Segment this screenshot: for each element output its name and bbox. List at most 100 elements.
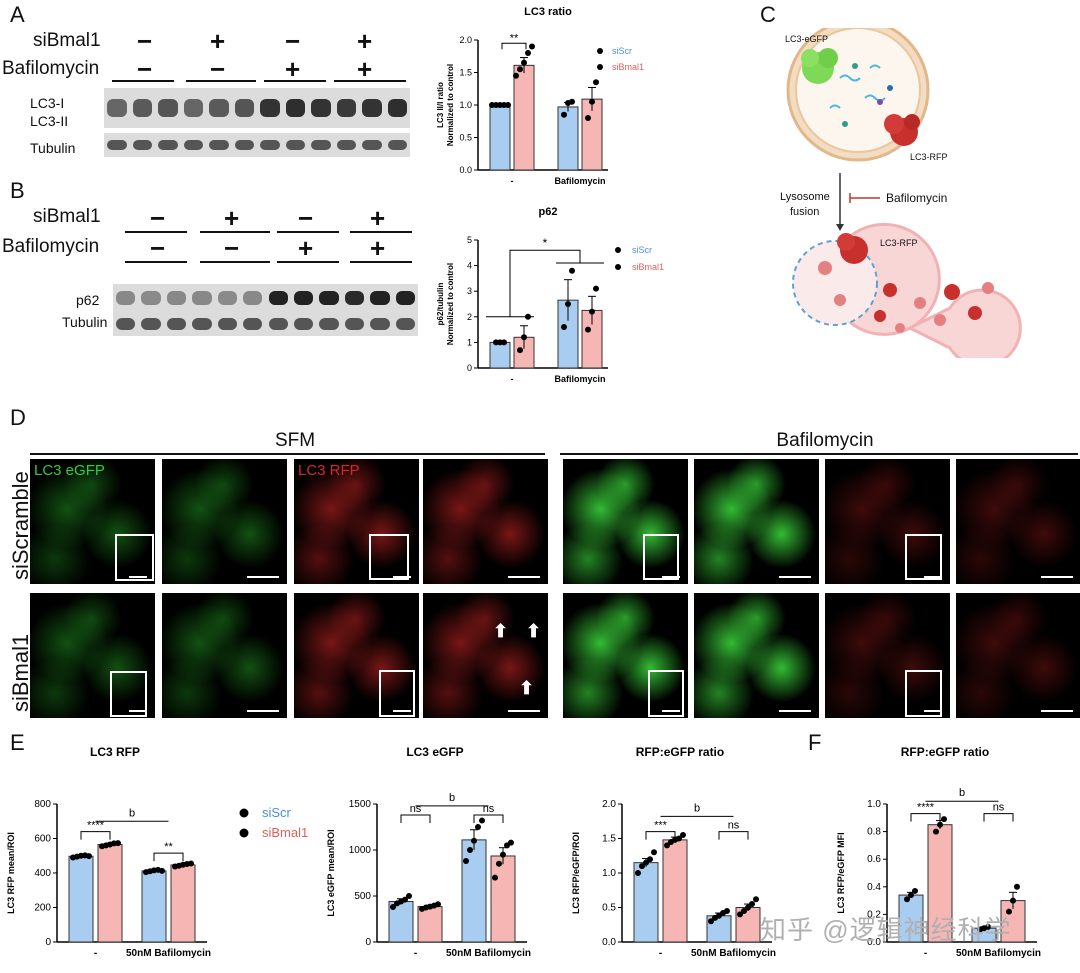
significance-label: **** — [87, 820, 105, 832]
autophagy-diagram: LC3-eGFP LC3-RFP Lysosome fusion Bafilom… — [780, 28, 1022, 358]
bar — [513, 64, 535, 171]
band — [268, 291, 288, 305]
y-tick-label: 800 — [34, 799, 51, 810]
blot-tubulin-a — [104, 133, 410, 157]
data-point — [115, 840, 121, 847]
fusion-label: fusion — [790, 206, 819, 218]
diagram-bafilomycin-label: Bafilomycin — [886, 191, 947, 205]
lc3-egfp-label: LC3-eGFP — [785, 34, 828, 44]
y-tick-label: 0.5 — [602, 903, 616, 914]
sign-baf-4: + — [357, 54, 373, 84]
band — [285, 99, 305, 117]
y-axis-label: LC3 RFP mean/ROI — [6, 832, 16, 914]
band — [166, 318, 187, 330]
arrow-up-icon: ⬆ — [493, 621, 509, 641]
significance-label: **** — [917, 802, 935, 814]
lc3-egfp-blob-icon — [801, 48, 838, 84]
x-tick-label: - — [414, 948, 417, 959]
y-tick-label: 0.8 — [867, 827, 881, 838]
chart-title: RFP:eGFP ratio — [636, 745, 724, 759]
micrograph-tile — [563, 459, 688, 584]
data-point — [402, 896, 408, 903]
data-point — [475, 824, 481, 830]
y-tick-label: 0.5 — [459, 133, 472, 143]
x-tick-label: - — [659, 948, 662, 959]
lc3-rfp-label-top: LC3-RFP — [910, 152, 948, 162]
data-point — [569, 267, 575, 274]
sibmal1-label-a: siBmal1 — [33, 30, 101, 51]
panel-label-d: D — [10, 405, 26, 430]
data-point — [517, 347, 523, 354]
data-point — [501, 339, 507, 346]
y-axis-label: LC3 eGFP mean/ROI — [326, 829, 336, 916]
scale-bar — [662, 576, 680, 578]
band — [311, 140, 331, 150]
bar — [557, 106, 579, 171]
micrograph-tile — [694, 459, 819, 584]
blot-lc3 — [104, 88, 410, 128]
band — [387, 140, 407, 150]
x-tick-label: 50nM Bafilomycin — [691, 948, 776, 959]
data-point — [651, 849, 657, 856]
bafilomycin-label-b: Bafilomycin — [2, 236, 100, 257]
scale-bar — [924, 576, 942, 578]
micrograph-tile — [30, 593, 155, 718]
label-lc3-egfp: LC3 eGFP — [34, 462, 105, 479]
data-point — [492, 874, 498, 881]
legend-siscr: siScr — [632, 245, 652, 255]
band-label-tubulin-a: Tubulin — [30, 140, 76, 156]
scale-bar — [247, 576, 279, 578]
chart-rfp-egfp-mfi: RFP:eGFP ratio 0.0 0.2 0.4 0.6 0.8 1.0 LC3 RFP/… — [836, 745, 1041, 959]
sign-baf-1: − — [137, 54, 153, 84]
watermark: 知乎 @逻辑神经科学 — [760, 915, 1012, 945]
chart-lc3-egfp: LC3 eGFP 0 500 1000 1500 LC3 eGFP mean/ROI - 50… — [326, 745, 531, 959]
data-point — [647, 856, 653, 863]
data-point — [188, 860, 194, 867]
band — [260, 99, 280, 117]
scale-bar — [129, 576, 147, 578]
significance-label: * — [543, 236, 548, 250]
blot-tubulin-b — [113, 312, 418, 336]
sign-b-sibmal1-4: + — [370, 203, 386, 233]
sign-b-sibmal1-3: − — [298, 203, 314, 233]
band — [260, 140, 280, 150]
micrograph-tile — [956, 459, 1080, 584]
y-tick-label: 2.0 — [459, 35, 472, 45]
chart-lc3-ratio: LC3 ratio 0.0 0.5 1.0 1.5 2.0 LC3 II/I ratioNo… — [436, 6, 644, 186]
data-point — [585, 326, 591, 333]
sign-b-baf-4: + — [370, 233, 386, 263]
data-point — [561, 324, 567, 331]
data-point — [749, 901, 755, 908]
data-point — [589, 308, 595, 315]
data-point — [159, 867, 165, 874]
band — [387, 99, 407, 117]
band — [183, 140, 203, 150]
sibmal1-label-b: siBmal1 — [33, 206, 101, 227]
blot-p62 — [113, 284, 418, 312]
micrograph-tile — [825, 459, 950, 584]
sign-sibmal1-2: + — [210, 26, 226, 56]
data-point — [941, 816, 947, 823]
y-tick-label: 5 — [467, 235, 472, 245]
chart-lc3-rfp: LC3 RFP 0 200 400 600 800 LC3 RFP mean/ROI - 50n… — [6, 745, 211, 959]
band — [243, 318, 263, 330]
sign-baf-3: + — [285, 54, 301, 84]
band — [166, 291, 187, 305]
scale-bar — [779, 710, 811, 712]
data-point — [1010, 897, 1016, 904]
scale-bar — [508, 710, 540, 712]
band — [217, 318, 238, 330]
x-tick-label: - — [511, 176, 514, 186]
micrograph-tile — [294, 593, 419, 718]
roi-box — [115, 534, 154, 581]
x-tick-label: - — [511, 374, 514, 384]
y-tick-label: 1000 — [349, 845, 372, 856]
data-point — [676, 835, 682, 842]
y-tick-label: 0.0 — [867, 937, 881, 948]
sign-sibmal1-3: − — [285, 26, 301, 56]
y-tick-label: 1.0 — [459, 100, 472, 110]
micrograph-tile — [162, 459, 287, 584]
data-point — [933, 828, 939, 835]
band — [158, 99, 178, 117]
bar — [489, 341, 511, 369]
